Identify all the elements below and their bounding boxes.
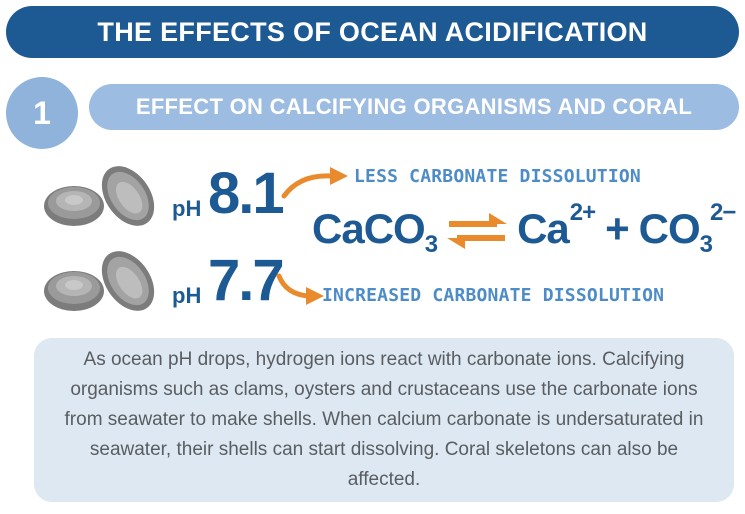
arrow-down-right-icon [276,273,324,305]
arrow-up-right-icon [281,167,348,199]
clam-shell-icon [44,271,104,311]
product-calcium: Ca [517,205,570,252]
equilibrium-arrows-icon [447,213,508,249]
note-less-dissolution: LESS CARBONATE DISSOLUTION [354,166,641,187]
note-increased-dissolution: INCREASED CARBONATE DISSOLUTION [322,285,665,306]
shell-icon [44,166,155,226]
info-text: As ocean pH drops, hydrogen ions react w… [64,349,704,490]
ph-label: pH [172,283,202,308]
clam-shell-icon [44,186,104,226]
product-carbonate: CO [638,205,701,252]
section-title: EFFECT ON CALCIFYING ORGANISMS AND CORAL [89,84,739,130]
plus-sign: + [605,205,630,252]
product-carbonate-charge: 2− [710,199,736,226]
product-calcium-charge: 2+ [569,199,596,226]
page-title: THE EFFECTS OF OCEAN ACIDIFICATION [6,6,739,58]
ph-value-low: 7.7 [208,248,285,313]
oyster-shell-icon [101,251,155,311]
shell-icon [44,251,155,311]
info-box: As ocean pH drops, hydrogen ions react w… [34,338,734,502]
reactant-formula: CaCO [312,205,426,252]
ph-value-high: 8.1 [208,161,285,226]
section-number-badge: 1 [6,77,78,149]
product-carbonate-subscript: 3 [699,231,713,258]
ph-label: pH [172,196,202,221]
reactant-subscript: 3 [424,231,438,258]
carbonate-equation: CaCO 3 Ca 2+ + CO 3 2− [312,199,736,258]
oyster-shell-icon [101,166,155,226]
